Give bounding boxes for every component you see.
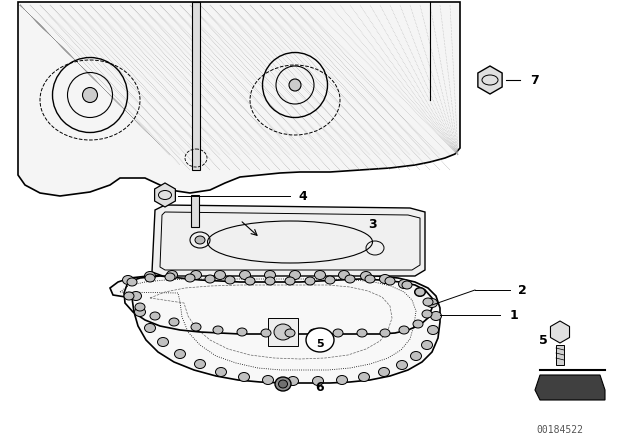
Ellipse shape — [426, 298, 438, 307]
Ellipse shape — [124, 292, 134, 300]
Ellipse shape — [274, 324, 292, 340]
Text: 00184522: 00184522 — [536, 425, 584, 435]
Text: 5: 5 — [539, 333, 547, 346]
Bar — [192, 2, 200, 170]
Ellipse shape — [83, 87, 97, 103]
Ellipse shape — [309, 329, 319, 337]
Polygon shape — [478, 66, 502, 94]
Ellipse shape — [165, 273, 175, 281]
Ellipse shape — [261, 329, 271, 337]
Ellipse shape — [239, 271, 250, 280]
Ellipse shape — [169, 318, 179, 326]
Ellipse shape — [287, 376, 298, 385]
Ellipse shape — [214, 271, 225, 280]
Ellipse shape — [423, 298, 433, 306]
Ellipse shape — [135, 303, 145, 311]
Bar — [268, 318, 298, 346]
Ellipse shape — [145, 271, 156, 280]
Ellipse shape — [237, 328, 247, 336]
Ellipse shape — [312, 376, 323, 385]
Polygon shape — [535, 375, 605, 400]
Ellipse shape — [357, 329, 367, 337]
Ellipse shape — [413, 320, 423, 328]
Text: 5: 5 — [316, 339, 324, 349]
Text: 2: 2 — [518, 284, 527, 297]
Text: 7: 7 — [530, 74, 539, 87]
Ellipse shape — [195, 359, 205, 369]
Ellipse shape — [134, 307, 145, 316]
Ellipse shape — [191, 323, 201, 331]
Polygon shape — [550, 321, 570, 343]
Ellipse shape — [205, 275, 215, 283]
Ellipse shape — [339, 271, 349, 280]
Ellipse shape — [278, 380, 287, 388]
Ellipse shape — [131, 292, 141, 301]
Ellipse shape — [145, 323, 156, 332]
Ellipse shape — [325, 276, 335, 284]
Text: 6: 6 — [316, 380, 324, 393]
Ellipse shape — [285, 329, 295, 337]
Ellipse shape — [275, 377, 291, 391]
Ellipse shape — [195, 236, 205, 244]
Bar — [556, 345, 564, 365]
Polygon shape — [152, 205, 425, 276]
Ellipse shape — [239, 372, 250, 382]
Ellipse shape — [399, 280, 410, 289]
Ellipse shape — [360, 271, 371, 280]
Ellipse shape — [337, 375, 348, 384]
Ellipse shape — [264, 271, 275, 280]
Ellipse shape — [380, 275, 390, 284]
Text: 4: 4 — [298, 190, 307, 203]
Text: 3: 3 — [368, 218, 376, 231]
Ellipse shape — [213, 326, 223, 334]
Ellipse shape — [289, 271, 301, 280]
Ellipse shape — [422, 340, 433, 349]
Ellipse shape — [150, 312, 160, 320]
Ellipse shape — [185, 274, 195, 282]
Ellipse shape — [225, 276, 235, 284]
Text: 1: 1 — [510, 309, 519, 322]
Ellipse shape — [365, 275, 375, 283]
Ellipse shape — [410, 352, 422, 361]
Ellipse shape — [289, 79, 301, 91]
Ellipse shape — [397, 361, 408, 370]
Ellipse shape — [306, 328, 334, 352]
Ellipse shape — [378, 367, 390, 376]
Ellipse shape — [428, 326, 438, 335]
Ellipse shape — [422, 310, 432, 318]
Ellipse shape — [191, 271, 202, 280]
Ellipse shape — [305, 277, 315, 285]
Ellipse shape — [380, 329, 390, 337]
Ellipse shape — [415, 288, 425, 296]
Ellipse shape — [145, 274, 155, 282]
Ellipse shape — [431, 311, 442, 320]
Ellipse shape — [358, 372, 369, 382]
Polygon shape — [110, 275, 440, 383]
Ellipse shape — [265, 277, 275, 285]
Ellipse shape — [175, 349, 186, 358]
Ellipse shape — [157, 337, 168, 346]
Bar — [191, 195, 199, 227]
Ellipse shape — [314, 271, 326, 280]
Polygon shape — [155, 183, 175, 207]
Ellipse shape — [127, 278, 137, 286]
Ellipse shape — [216, 367, 227, 376]
Ellipse shape — [415, 288, 426, 297]
Ellipse shape — [333, 329, 343, 337]
Ellipse shape — [385, 277, 395, 285]
Ellipse shape — [245, 277, 255, 285]
Ellipse shape — [345, 275, 355, 283]
Ellipse shape — [399, 326, 409, 334]
Ellipse shape — [122, 276, 134, 284]
Ellipse shape — [166, 271, 177, 280]
Ellipse shape — [262, 375, 273, 384]
Ellipse shape — [285, 277, 295, 285]
Polygon shape — [18, 2, 460, 196]
Ellipse shape — [402, 281, 412, 289]
